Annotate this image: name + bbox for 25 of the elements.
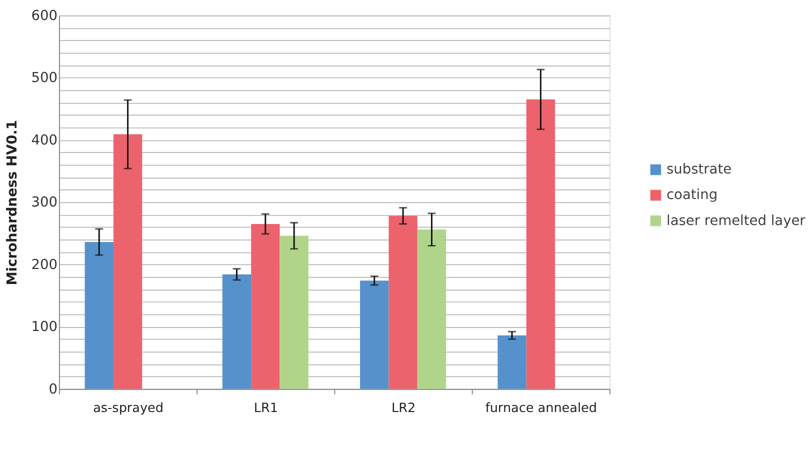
bar	[251, 224, 280, 389]
y-tick-label: 200	[31, 256, 58, 273]
y-tick-label: 500	[31, 70, 58, 86]
x-tick-label: furnace annealed	[485, 401, 597, 416]
y-tick-label: 600	[31, 8, 58, 24]
bar	[222, 274, 252, 389]
bar	[280, 236, 308, 389]
legend-label: coating	[666, 187, 718, 204]
x-tick-label: as-sprayed	[93, 401, 164, 416]
x-tick-label: LR2	[391, 401, 416, 416]
bar	[113, 134, 142, 389]
legend-label: substrate	[666, 162, 732, 178]
bar	[360, 280, 389, 389]
y-axis-title: Microhardness HV0.1	[4, 120, 20, 286]
y-tick-label: 400	[31, 132, 58, 148]
x-tick-label: LR1	[254, 401, 278, 416]
y-tick-label: 300	[31, 194, 58, 211]
y-tick-label: 100	[31, 319, 58, 336]
y-tick-label: 0	[48, 381, 58, 398]
bar	[526, 99, 556, 389]
bar	[417, 230, 446, 389]
bar	[84, 242, 114, 389]
bar	[388, 216, 418, 389]
bar	[498, 335, 526, 389]
legend-label: laser remelted layer	[666, 212, 806, 229]
